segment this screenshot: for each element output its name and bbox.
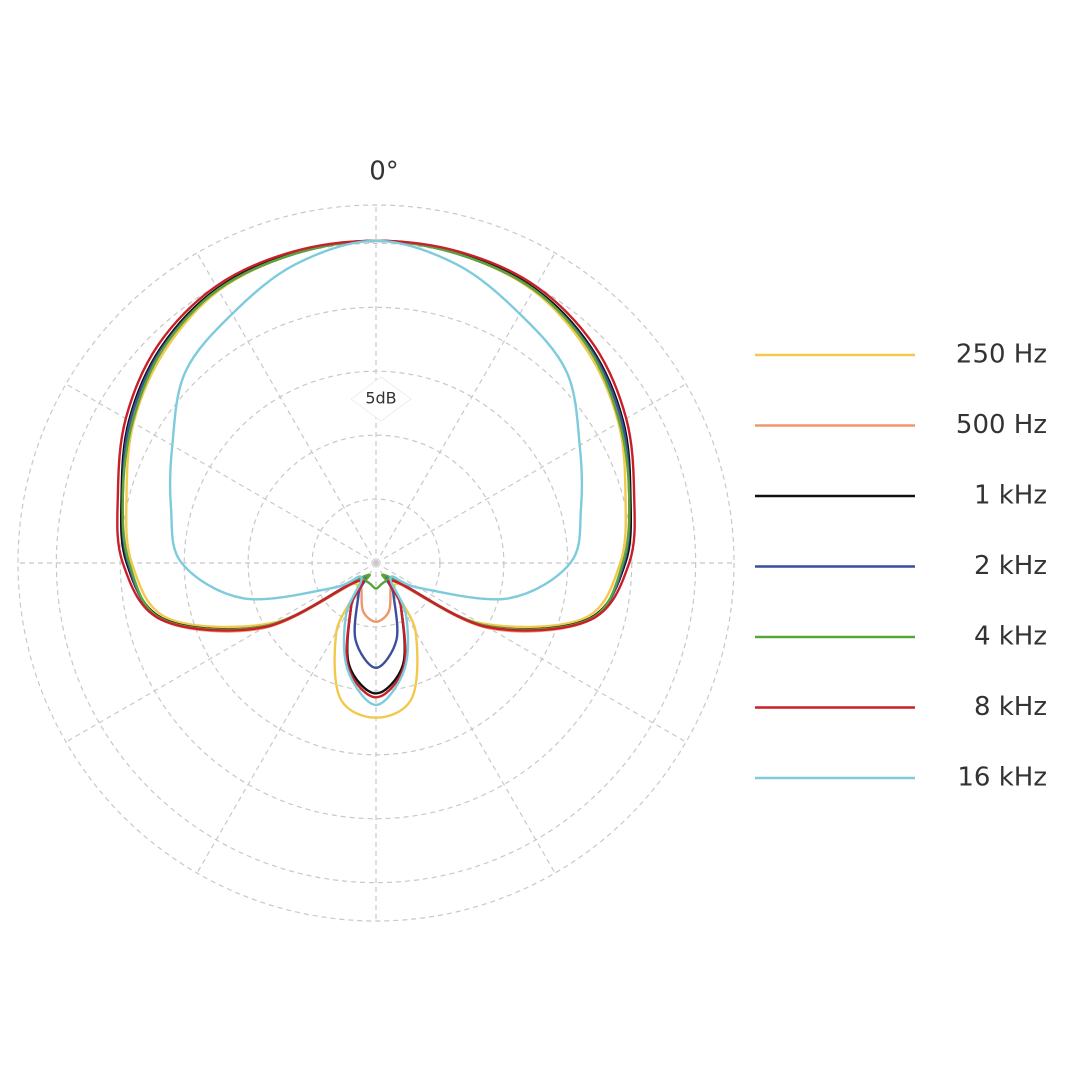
spoke bbox=[196, 252, 377, 564]
polar-curve bbox=[168, 239, 584, 707]
spoke bbox=[65, 383, 377, 564]
legend: 250 Hz 500 Hz 1 kHz 2 kHz 4 kHz 8 kHz 16 kHz bbox=[755, 340, 1047, 793]
legend-label: 8 kHz bbox=[974, 692, 1047, 722]
annotation: 5dB bbox=[365, 389, 396, 408]
polar-curve bbox=[121, 239, 631, 633]
spoke bbox=[65, 562, 377, 743]
annotation-bg bbox=[350, 376, 412, 422]
polar-curve bbox=[124, 239, 628, 719]
legend-label: 4 kHz bbox=[974, 622, 1047, 652]
polar-curve bbox=[116, 239, 636, 699]
legend-label: 1 kHz bbox=[974, 481, 1047, 511]
spoke bbox=[375, 562, 687, 743]
angle-label: 0° bbox=[369, 156, 399, 186]
polar-curve bbox=[121, 239, 631, 631]
polar-curve bbox=[121, 239, 631, 669]
legend-label: 2 kHz bbox=[974, 551, 1047, 581]
spoke bbox=[196, 562, 377, 874]
grid: 0° 5dB bbox=[17, 156, 735, 922]
legend-label: 250 Hz bbox=[956, 340, 1047, 370]
legend-label: 500 Hz bbox=[956, 410, 1047, 440]
polar-curve bbox=[119, 239, 633, 695]
curves bbox=[116, 239, 636, 719]
spoke bbox=[375, 383, 687, 564]
outer-circle bbox=[17, 204, 735, 922]
spoke bbox=[375, 562, 556, 874]
legend-label: 16 kHz bbox=[957, 763, 1047, 793]
spoke bbox=[375, 252, 556, 564]
